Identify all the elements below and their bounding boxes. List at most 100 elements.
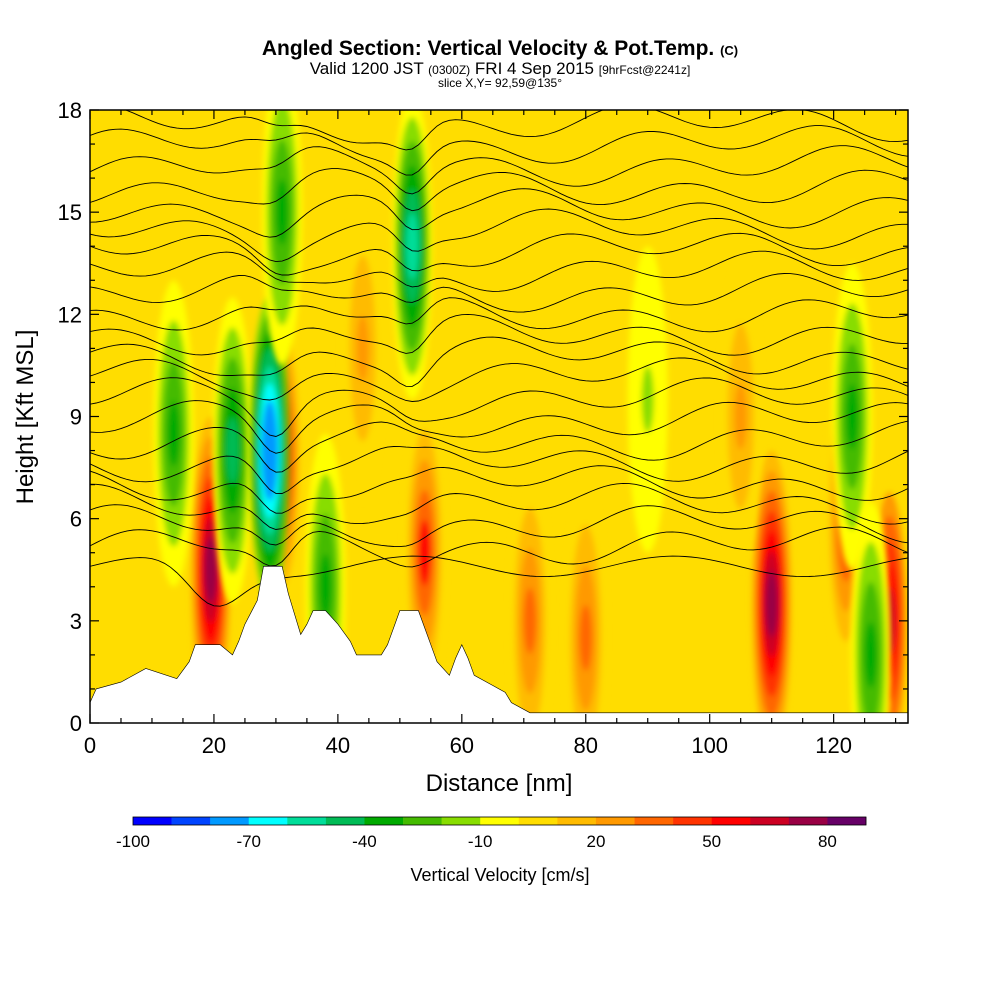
colorbar-swatch: [788, 817, 828, 825]
colorbar-swatch: [133, 817, 172, 825]
colorbar-swatch: [750, 817, 790, 825]
velocity-band: [226, 417, 239, 484]
colorbar-swatch: [210, 817, 250, 825]
y-tick-label: 0: [70, 711, 82, 736]
y-tick-label: 12: [58, 302, 82, 327]
y-tick-label: 18: [58, 98, 82, 123]
colorbar-label: Vertical Velocity [cm/s]: [410, 865, 589, 885]
slice-info: slice X,Y= 92,59@135°: [437, 76, 563, 90]
colorbar-swatch: [634, 817, 674, 825]
colorbar-swatch: [248, 817, 288, 825]
colorbar-tick-label: 80: [818, 832, 837, 851]
velocity-band: [579, 604, 592, 671]
chart-title-tag: (C): [720, 43, 739, 58]
chart-title: Angled Section: Vertical Velocity & Pot.…: [0, 37, 1000, 61]
velocity-band: [765, 570, 778, 637]
theta-contour: [90, 313, 908, 356]
colorbar-border: [132, 816, 867, 826]
valid-time: Valid 1200 JST: [309, 59, 424, 78]
colorbar-tick-label: 20: [586, 832, 605, 851]
theta-contour: [90, 357, 908, 402]
velocity-core: [720, 263, 761, 570]
theta-contour: [90, 482, 908, 530]
velocity-core: [751, 450, 792, 723]
theta-contour: [90, 188, 908, 238]
y-axis: 0 3 6 9 12 15 18: [58, 98, 908, 736]
y-tick-label: 6: [70, 507, 82, 532]
theta-contour: [90, 526, 908, 568]
colorbar-swatch: [171, 817, 211, 825]
x-tick-label: 120: [815, 733, 852, 758]
theta-contour: [90, 273, 908, 313]
forecast-tag: [9hrFcst@2241z]: [598, 63, 691, 77]
velocity-core: [153, 280, 194, 587]
colorbar-swatch: [403, 817, 442, 825]
velocity-band: [846, 383, 859, 450]
terrain-profile: [90, 566, 908, 723]
theta-contour: [90, 297, 908, 333]
velocity-band: [418, 519, 431, 586]
x-tick-label: 0: [84, 733, 96, 758]
theta-contours: [90, 110, 908, 607]
theta-contour: [90, 465, 908, 514]
velocity-core: [565, 484, 606, 723]
y-tick-label: 3: [70, 609, 82, 634]
colorbar-tick-label: 50: [702, 832, 721, 851]
chart-title-main: Angled Section: Vertical Velocity & Pot.…: [261, 37, 715, 60]
x-tick-label: 20: [202, 733, 226, 758]
colorbar-swatch: [480, 817, 520, 825]
valid-utc: (0300Z): [428, 63, 471, 77]
velocity-band: [734, 383, 747, 450]
colorbar-tick-label: -100: [116, 832, 150, 851]
theta-contour: [90, 420, 908, 473]
theta-contour: [90, 504, 908, 548]
chart-subtitle: Valid 1200 JST (0300Z) FRI 4 Sep 2015 [9…: [0, 59, 1000, 79]
x-axis-label: Distance [nm]: [426, 770, 573, 797]
velocity-band: [204, 536, 217, 603]
theta-contour: [90, 168, 908, 212]
velocity-band: [167, 400, 180, 467]
valid-date: FRI 4 Sep 2015: [474, 59, 594, 78]
velocity-core: [850, 501, 891, 723]
x-tick-label: 100: [691, 733, 728, 758]
velocity-band: [523, 587, 537, 654]
x-tick-label: 80: [574, 733, 598, 758]
velocity-core: [392, 110, 433, 400]
y-tick-label: 15: [58, 200, 82, 225]
velocity-band: [356, 315, 369, 382]
x-axis: 0 20 40 60 80 100 120: [84, 110, 897, 758]
velocity-band: [319, 553, 332, 620]
theta-contour: [90, 208, 908, 263]
colorbar-swatch: [557, 817, 597, 825]
theta-contour: [90, 336, 908, 387]
theta-contour: [90, 400, 908, 454]
velocity-core: [627, 246, 668, 553]
velocity-core: [342, 195, 383, 502]
colorbar-swatch: [711, 817, 751, 825]
colorbar-swatch: [325, 817, 365, 825]
velocity-core: [262, 110, 303, 366]
theta-contour: [90, 232, 908, 276]
velocity-band: [864, 621, 877, 688]
velocity-band: [406, 213, 419, 280]
colorbar-swatch: [287, 817, 327, 825]
theta-contour: [90, 250, 908, 292]
colorbar-swatch: [673, 817, 712, 825]
velocity-core: [509, 467, 551, 723]
colorbar-swatch: [441, 817, 481, 825]
colorbar-swatch: [518, 817, 558, 825]
colorbar-swatch: [364, 817, 404, 825]
colorbar-swatch: [827, 817, 867, 825]
y-tick-label: 9: [70, 405, 82, 430]
y-axis-label: Height [Kft MSL]: [12, 330, 39, 505]
terrain: [90, 566, 908, 723]
velocity-core: [212, 297, 253, 604]
colorbar-tick-label: -70: [236, 832, 261, 851]
theta-contour: [90, 446, 908, 494]
colorbar-swatch: [595, 817, 635, 825]
colorbar-tick-label: -40: [352, 832, 377, 851]
x-tick-label: 60: [450, 733, 474, 758]
colorbar-tick-label: -10: [468, 832, 493, 851]
theta-contour: [90, 555, 908, 607]
